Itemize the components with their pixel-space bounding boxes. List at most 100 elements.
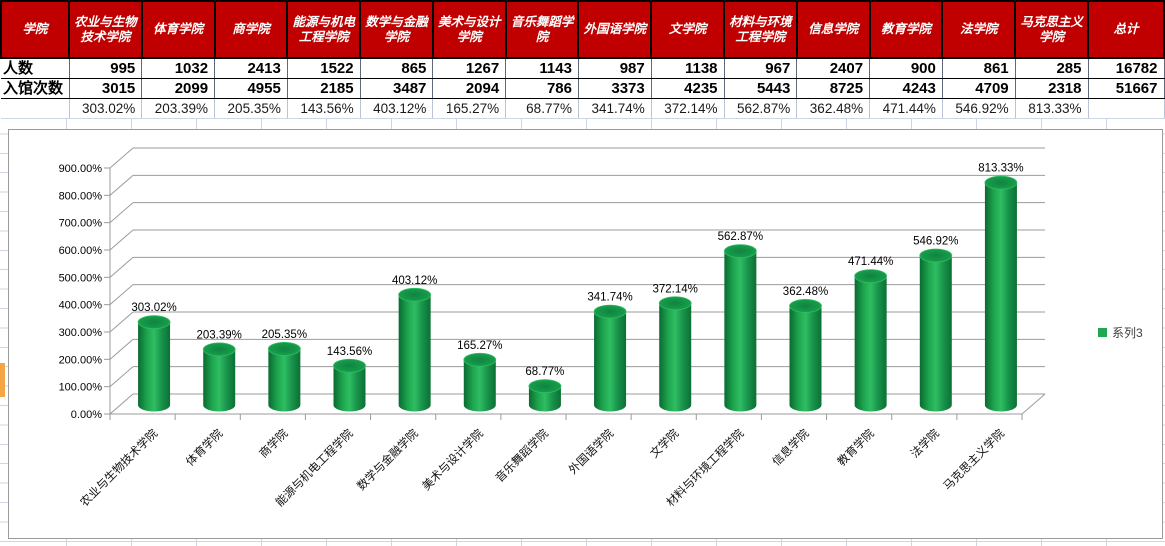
bar-cylinder[interactable]	[789, 305, 822, 412]
x-axis-label: 法学院	[908, 426, 943, 461]
bar-cylinder-top[interactable]	[984, 175, 1018, 190]
cell-value[interactable]: 2185	[287, 78, 361, 99]
bar-cylinder-top[interactable]	[658, 296, 692, 311]
column-header[interactable]: 农业与生物技术学院	[68, 0, 143, 59]
x-axis-label: 体育学院	[183, 426, 226, 469]
bar-cylinder-top[interactable]	[137, 315, 171, 330]
cell-value[interactable]: 5443	[724, 78, 798, 99]
column-header[interactable]: 能源与机电工程学院	[286, 0, 362, 59]
cell-value[interactable]: 4709	[942, 78, 1016, 99]
cell-value[interactable]: 3373	[578, 78, 652, 99]
column-header[interactable]: 文学院	[650, 0, 726, 59]
bar-cylinder[interactable]	[724, 251, 757, 412]
cell-value[interactable]: 8725	[796, 78, 871, 99]
cell-value[interactable]: 205.35%	[214, 98, 288, 119]
cell-value[interactable]: 2099	[141, 78, 216, 99]
row-label[interactable]	[1, 98, 70, 119]
cell-value[interactable]: 1143	[505, 58, 579, 79]
cell-value[interactable]: 68.77%	[505, 98, 579, 119]
bar-cylinder[interactable]	[203, 349, 236, 412]
highlighted-cell-marker[interactable]	[0, 363, 5, 397]
bar-cylinder[interactable]	[138, 322, 171, 412]
cell-value[interactable]: 1522	[287, 58, 361, 79]
column-header[interactable]: 商学院	[213, 0, 289, 59]
cell-value[interactable]: 4243	[869, 78, 943, 99]
bar-cylinder-top[interactable]	[528, 379, 562, 394]
cell-value[interactable]: 987	[578, 58, 652, 79]
cell-value[interactable]: 341.74%	[578, 98, 652, 119]
cell-value[interactable]: 16782	[1088, 58, 1165, 79]
column-header[interactable]: 法学院	[941, 0, 1017, 59]
corner-cell-college[interactable]: 学院	[0, 0, 70, 59]
column-header[interactable]: 美术与设计学院	[431, 0, 507, 59]
column-header[interactable]: 数学与金融学院	[359, 0, 434, 59]
cell-value[interactable]: 3015	[69, 78, 143, 99]
cell-value[interactable]: 4955	[214, 78, 288, 99]
bar-cylinder[interactable]	[463, 359, 496, 412]
bar-cylinder[interactable]	[268, 348, 301, 412]
bar-cylinder-top[interactable]	[593, 304, 627, 319]
legend-label[interactable]: 系列3	[1112, 326, 1143, 340]
bar-cylinder[interactable]	[333, 365, 366, 412]
bar-cylinder-top[interactable]	[333, 358, 366, 373]
cell-value[interactable]: 4235	[651, 78, 725, 99]
bar-cylinder-top[interactable]	[398, 287, 432, 302]
column-header[interactable]: 总计	[1087, 0, 1165, 59]
cell-value[interactable]: 967	[724, 58, 798, 79]
bar-cylinder[interactable]	[919, 255, 952, 412]
cell-value[interactable]: 786	[505, 78, 579, 99]
column-header[interactable]: 材料与环境工程学院	[723, 0, 798, 59]
cell-value[interactable]: 303.02%	[69, 98, 143, 119]
bar-cylinder-top[interactable]	[919, 248, 953, 263]
column-header[interactable]: 信息学院	[795, 0, 871, 59]
bar-cylinder-top[interactable]	[789, 299, 822, 313]
cell-value[interactable]: 1267	[432, 58, 507, 79]
cell-value[interactable]: 1032	[141, 58, 216, 79]
bar-cylinder[interactable]	[594, 311, 627, 412]
bar-cylinder[interactable]	[398, 294, 431, 412]
bar-cylinder-top[interactable]	[202, 342, 236, 357]
cell-value[interactable]: 813.33%	[1015, 98, 1089, 119]
cell-value[interactable]: 546.92%	[942, 98, 1016, 119]
bar-cylinder[interactable]	[528, 386, 561, 412]
row-label[interactable]: 人数	[1, 58, 70, 79]
cell-value[interactable]: 143.56%	[287, 98, 361, 119]
gridline-slant	[109, 311, 134, 333]
cell-value[interactable]: 900	[869, 58, 943, 79]
bar-cylinder-top[interactable]	[723, 244, 757, 259]
cell-value[interactable]	[1088, 98, 1165, 119]
row-label[interactable]: 入馆次数	[1, 78, 70, 99]
cell-value[interactable]: 2318	[1015, 78, 1089, 99]
cell-value[interactable]: 362.48%	[796, 98, 871, 119]
legend-swatch[interactable]	[1098, 328, 1107, 337]
column-header[interactable]: 体育学院	[140, 0, 216, 59]
cell-value[interactable]: 51667	[1088, 78, 1165, 99]
bar-cylinder[interactable]	[659, 303, 692, 412]
cell-value[interactable]: 562.87%	[724, 98, 798, 119]
cell-value[interactable]: 2407	[796, 58, 871, 79]
cell-value[interactable]: 861	[942, 58, 1016, 79]
column-header[interactable]: 马克思主义学院	[1014, 0, 1089, 59]
cell-value[interactable]: 471.44%	[869, 98, 943, 119]
cell-value[interactable]: 865	[360, 58, 434, 79]
column-header[interactable]: 外国语学院	[577, 0, 653, 59]
column-header[interactable]: 音乐舞蹈学院	[504, 0, 580, 59]
cell-value[interactable]: 995	[69, 58, 143, 79]
cell-value[interactable]: 203.39%	[141, 98, 216, 119]
bar-cylinder[interactable]	[854, 276, 887, 412]
cell-value[interactable]: 403.12%	[360, 98, 434, 119]
cell-value[interactable]: 1138	[651, 58, 725, 79]
bar-cylinder-top[interactable]	[463, 352, 497, 367]
cell-value[interactable]: 2413	[214, 58, 288, 79]
cell-value[interactable]: 165.27%	[432, 98, 507, 119]
bar-cylinder[interactable]	[984, 182, 1017, 412]
chart-area[interactable]	[8, 129, 1163, 539]
cell-value[interactable]: 2094	[432, 78, 507, 99]
column-header[interactable]: 教育学院	[868, 0, 944, 59]
bar-cylinder-top[interactable]	[854, 269, 888, 284]
cell-value[interactable]: 285	[1015, 58, 1089, 79]
cell-value[interactable]: 372.14%	[651, 98, 725, 119]
cell-value[interactable]: 3487	[360, 78, 434, 99]
legend[interactable]: 系列3	[1098, 326, 1143, 340]
bar-cylinder-top[interactable]	[267, 341, 301, 356]
